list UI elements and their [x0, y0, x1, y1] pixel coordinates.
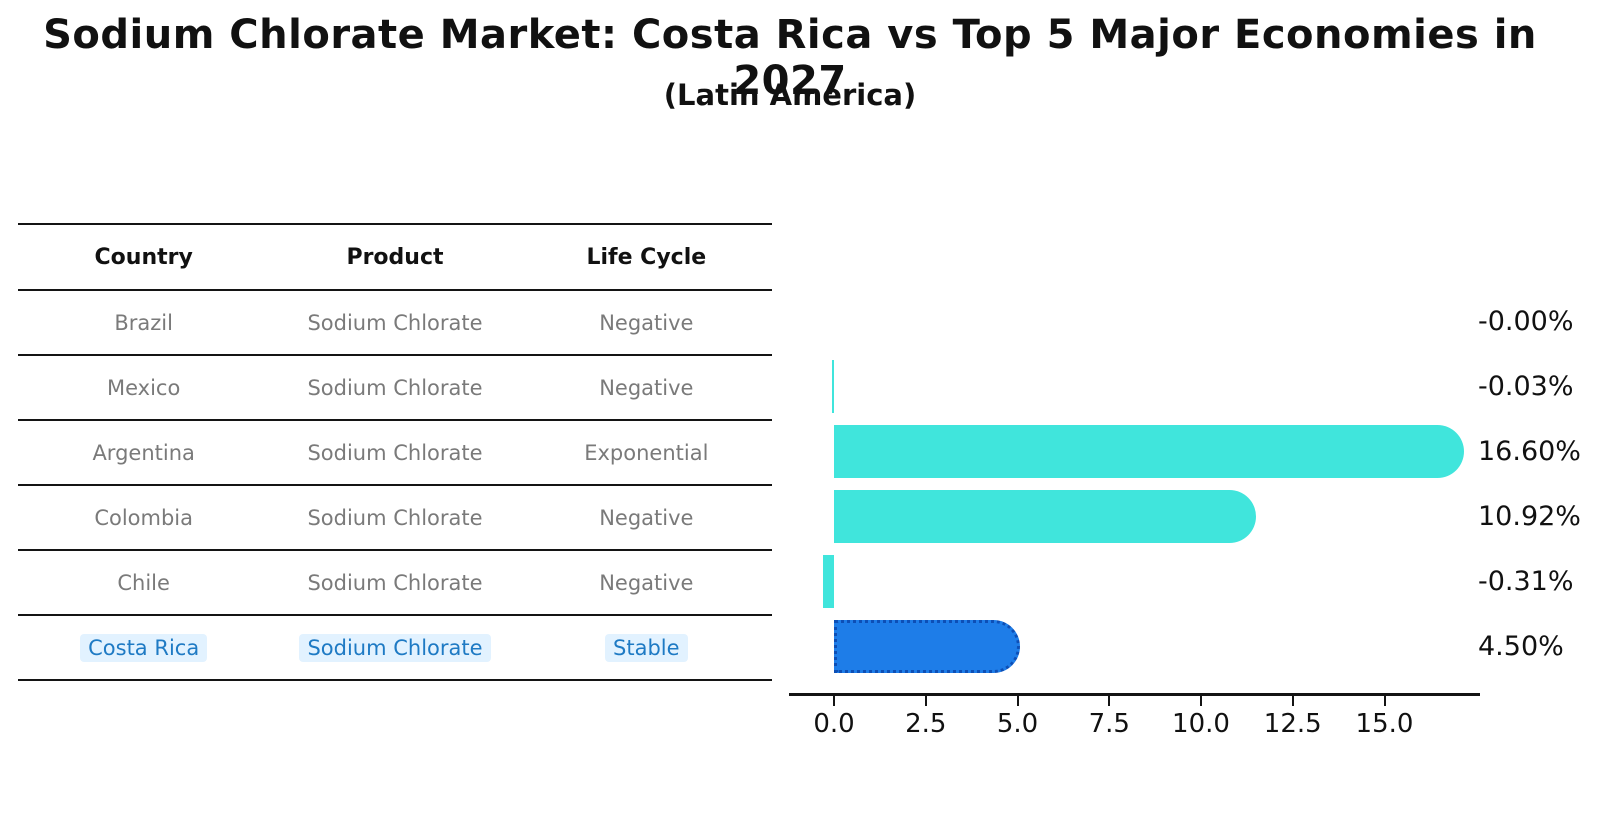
- table-row-mexico: Mexico Sodium Chlorate Negative: [18, 356, 772, 421]
- cell-product: Sodium Chlorate: [307, 310, 483, 335]
- table-row-argentina: Argentina Sodium Chlorate Exponential: [18, 421, 772, 486]
- x-tick-label: 0.0: [813, 709, 855, 739]
- cell-product: Sodium Chlorate: [269, 633, 520, 662]
- cell-product: Sodium Chlorate: [307, 375, 483, 400]
- header-life-cycle: Life Cycle: [586, 244, 707, 270]
- x-tick: [924, 696, 927, 706]
- x-tick-label: 7.5: [1088, 709, 1130, 739]
- x-tick-label: 10.0: [1172, 709, 1230, 739]
- cell-product: Sodium Chlorate: [307, 570, 483, 595]
- table-row-costa-rica: Costa Rica Sodium Chlorate Stable: [18, 616, 772, 681]
- x-tick-label: 2.5: [905, 709, 947, 739]
- bar-mexico: [832, 360, 834, 413]
- cell-life-cycle: Exponential: [584, 440, 709, 465]
- table-row-colombia: Colombia Sodium Chlorate Negative: [18, 486, 772, 551]
- cell-life-cycle: Negative: [599, 505, 694, 530]
- value-label-costa-rica: 4.50%: [1478, 631, 1564, 662]
- x-tick: [1291, 696, 1294, 706]
- cell-country: Mexico: [107, 375, 181, 400]
- x-tick-label: 12.5: [1263, 709, 1322, 739]
- value-label-colombia: 10.92%: [1478, 501, 1581, 532]
- value-label-chile: -0.31%: [1478, 566, 1574, 597]
- x-tick: [1383, 696, 1386, 706]
- table-row-chile: Chile Sodium Chlorate Negative: [18, 551, 772, 616]
- x-tick-label: 5.0: [996, 709, 1039, 739]
- bar-colombia: [834, 490, 1256, 543]
- cell-life-cycle: Negative: [599, 310, 694, 335]
- table-row-brazil: Brazil Sodium Chlorate Negative: [18, 291, 772, 356]
- bar-argentina: [834, 425, 1465, 478]
- header-country: Country: [94, 244, 193, 270]
- x-tick-label: 15.0: [1355, 709, 1414, 739]
- value-label-mexico: -0.03%: [1478, 371, 1574, 402]
- header-product: Product: [346, 244, 444, 270]
- cell-life-cycle: Negative: [599, 375, 694, 400]
- x-axis-line: [789, 693, 1480, 696]
- chart-subtitle: (Latin America): [663, 78, 917, 112]
- cell-life-cycle: Negative: [599, 570, 694, 595]
- table-body: Brazil Sodium Chlorate Negative Mexico Sodiu…: [18, 291, 772, 681]
- x-tick: [1200, 696, 1202, 706]
- table-header-row: Country Product Life Cycle: [18, 225, 772, 291]
- cell-country: Colombia: [94, 505, 193, 530]
- x-tick: [833, 696, 835, 706]
- bar-costa-rica: [834, 620, 1021, 673]
- cell-country: Argentina: [92, 440, 195, 465]
- x-tick: [1016, 696, 1019, 706]
- cell-product: Sodium Chlorate: [307, 440, 483, 465]
- cell-country: Costa Rica: [18, 633, 269, 662]
- x-tick: [1108, 696, 1111, 706]
- chart-title: Sodium Chlorate Market: Costa Rica vs To…: [43, 12, 1537, 104]
- bar-chart: -0.00% -0.03% 16.60% 10.92% -0.31% 4.50% 0.0 2.…: [789, 289, 1604, 759]
- value-label-brazil: -0.00%: [1478, 306, 1574, 337]
- cell-life-cycle: Stable: [521, 633, 772, 662]
- value-label-argentina: 16.60%: [1478, 436, 1581, 467]
- cell-country: Brazil: [114, 310, 173, 335]
- cell-product: Sodium Chlorate: [307, 505, 483, 530]
- comparison-table: Country Product Life Cycle Brazil Sodium …: [18, 223, 772, 681]
- bar-chile: [822, 555, 834, 608]
- cell-country: Chile: [117, 570, 170, 595]
